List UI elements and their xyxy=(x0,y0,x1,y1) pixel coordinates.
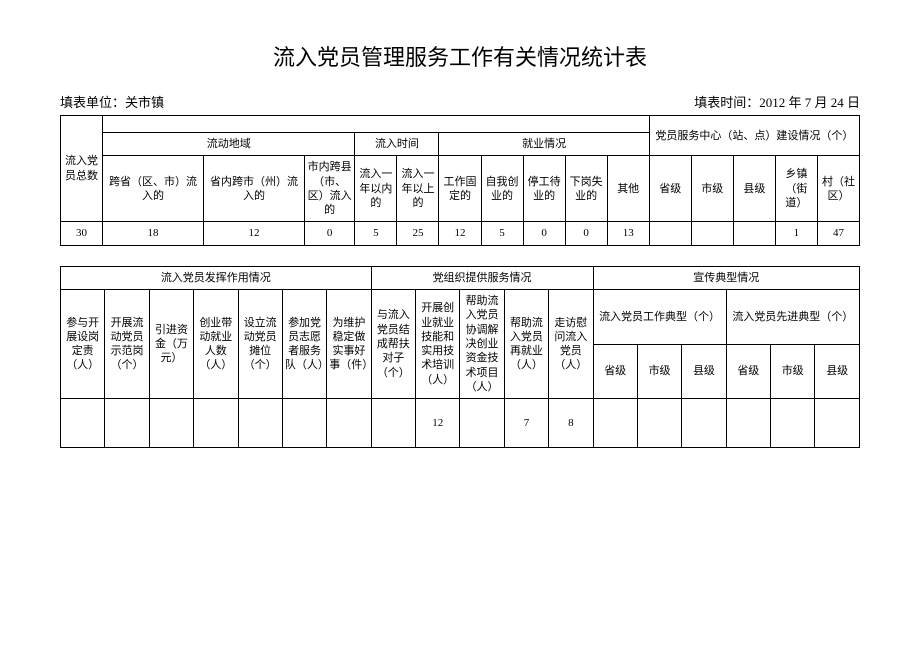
date-label: 填表时间：2012 年 7 月 24 日 xyxy=(694,92,860,111)
t1-h12: 市级 xyxy=(691,156,733,222)
t1-c12 xyxy=(691,222,733,245)
t2-h16: 省级 xyxy=(726,344,770,399)
t2-c1 xyxy=(61,399,105,448)
table2-data-row: 12 7 8 xyxy=(61,399,860,448)
t2-h7: 为维护稳定做实事好事（件） xyxy=(327,290,371,399)
t1-spacer-left xyxy=(103,116,650,133)
t2-c10 xyxy=(460,399,504,448)
t1-c15: 47 xyxy=(817,222,859,245)
t2-h10: 帮助流入党员协调解决创业资金技术项目（人） xyxy=(460,290,504,399)
t1-c13 xyxy=(733,222,775,245)
t1-c4: 5 xyxy=(355,222,397,245)
t2-c4 xyxy=(194,399,238,448)
t2-h3: 引进资金（万元） xyxy=(149,290,193,399)
t1-h13: 县级 xyxy=(733,156,775,222)
t1-c0: 30 xyxy=(61,222,103,245)
t2-h17: 市级 xyxy=(771,344,815,399)
t1-c11 xyxy=(649,222,691,245)
unit-label: 填表单位：关市镇 xyxy=(60,92,164,111)
t1-h11: 省级 xyxy=(649,156,691,222)
t1-c9: 0 xyxy=(565,222,607,245)
t2-h18: 县级 xyxy=(815,344,860,399)
t2-h12: 走访慰问流入党员（人） xyxy=(549,290,593,399)
t2-c12: 8 xyxy=(549,399,593,448)
t1-col1-header: 流入党员总数 xyxy=(61,116,103,222)
t1-h1: 跨省（区、市）流入的 xyxy=(103,156,204,222)
t2-service-header: 党组织提供服务情况 xyxy=(371,266,593,289)
t2-advanced-model: 流入党员先进典型（个） xyxy=(726,290,859,345)
t2-publicity-header: 宣传典型情况 xyxy=(593,266,860,289)
meta-row: 填表单位：关市镇 填表时间：2012 年 7 月 24 日 xyxy=(60,92,860,111)
t2-c7 xyxy=(327,399,371,448)
t1-h6: 工作固定的 xyxy=(439,156,481,222)
t2-c14 xyxy=(637,399,681,448)
t2-h2: 开展流动党员示范岗（个） xyxy=(105,290,149,399)
t2-c2 xyxy=(105,399,149,448)
t1-h15: 村（社区） xyxy=(817,156,859,222)
t2-h13: 省级 xyxy=(593,344,637,399)
t1-c2: 12 xyxy=(203,222,304,245)
t1-h2: 省内跨市（州）流入的 xyxy=(203,156,304,222)
t1-c10: 13 xyxy=(607,222,649,245)
page-title: 流入党员管理服务工作有关情况统计表 xyxy=(60,40,860,72)
t2-c11: 7 xyxy=(504,399,548,448)
t1-region-header: 流动地域 xyxy=(103,133,355,156)
t1-c1: 18 xyxy=(103,222,204,245)
t2-c9: 12 xyxy=(416,399,460,448)
t1-h7: 自我创业的 xyxy=(481,156,523,222)
t2-role-header: 流入党员发挥作用情况 xyxy=(61,266,372,289)
t1-h8: 停工待业的 xyxy=(523,156,565,222)
t2-c6 xyxy=(282,399,326,448)
table1-data-row: 30 18 12 0 5 25 12 5 0 0 13 1 47 xyxy=(61,222,860,245)
t2-h14: 市级 xyxy=(637,344,681,399)
t1-employment-header: 就业情况 xyxy=(439,133,649,156)
t2-work-model: 流入党员工作典型（个） xyxy=(593,290,726,345)
t2-h15: 县级 xyxy=(682,344,726,399)
t2-h4: 创业带动就业人数（人） xyxy=(194,290,238,399)
table2-group-row: 流入党员发挥作用情况 党组织提供服务情况 宣传典型情况 xyxy=(61,266,860,289)
t2-c16 xyxy=(726,399,770,448)
t1-h4: 流入一年以内的 xyxy=(355,156,397,222)
t1-c5: 25 xyxy=(397,222,439,245)
t1-h5: 流入一年以上的 xyxy=(397,156,439,222)
t2-h8: 与流入党员结成帮扶对子（个） xyxy=(371,290,415,399)
t1-c3: 0 xyxy=(304,222,354,245)
t1-c14: 1 xyxy=(775,222,817,245)
t2-c5 xyxy=(238,399,282,448)
t2-c8 xyxy=(371,399,415,448)
t2-h1: 参与开展设岗定责（人） xyxy=(61,290,105,399)
table2-header-row1: 参与开展设岗定责（人） 开展流动党员示范岗（个） 引进资金（万元） 创业带动就业… xyxy=(61,290,860,345)
t1-h10: 其他 xyxy=(607,156,649,222)
t2-c13 xyxy=(593,399,637,448)
table1-header-row: 跨省（区、市）流入的 省内跨市（州）流入的 市内跨县（市、区）流入的 流入一年以… xyxy=(61,156,860,222)
t2-c3 xyxy=(149,399,193,448)
t1-h9: 下岗失业的 xyxy=(565,156,607,222)
t2-c17 xyxy=(771,399,815,448)
t2-h6: 参加党员志愿者服务队（人） xyxy=(282,290,326,399)
t1-h14: 乡镇（街道） xyxy=(775,156,817,222)
table1-group-row1: 流入党员总数 党员服务中心（站、点）建设情况（个） xyxy=(61,116,860,133)
t2-c18 xyxy=(815,399,860,448)
t2-h11: 帮助流入党员再就业（人） xyxy=(504,290,548,399)
t2-h5: 设立流动党员摊位（个） xyxy=(238,290,282,399)
t2-c15 xyxy=(682,399,726,448)
table-1: 流入党员总数 党员服务中心（站、点）建设情况（个） 流动地域 流入时间 就业情况… xyxy=(60,115,860,246)
t1-center-header: 党员服务中心（站、点）建设情况（个） xyxy=(649,116,859,156)
t1-c8: 0 xyxy=(523,222,565,245)
t1-time-header: 流入时间 xyxy=(355,133,439,156)
t1-h3: 市内跨县（市、区）流入的 xyxy=(304,156,354,222)
t1-c6: 12 xyxy=(439,222,481,245)
t2-h9: 开展创业就业技能和实用技术培训（人） xyxy=(416,290,460,399)
table-2: 流入党员发挥作用情况 党组织提供服务情况 宣传典型情况 参与开展设岗定责（人） … xyxy=(60,266,860,448)
t1-c7: 5 xyxy=(481,222,523,245)
